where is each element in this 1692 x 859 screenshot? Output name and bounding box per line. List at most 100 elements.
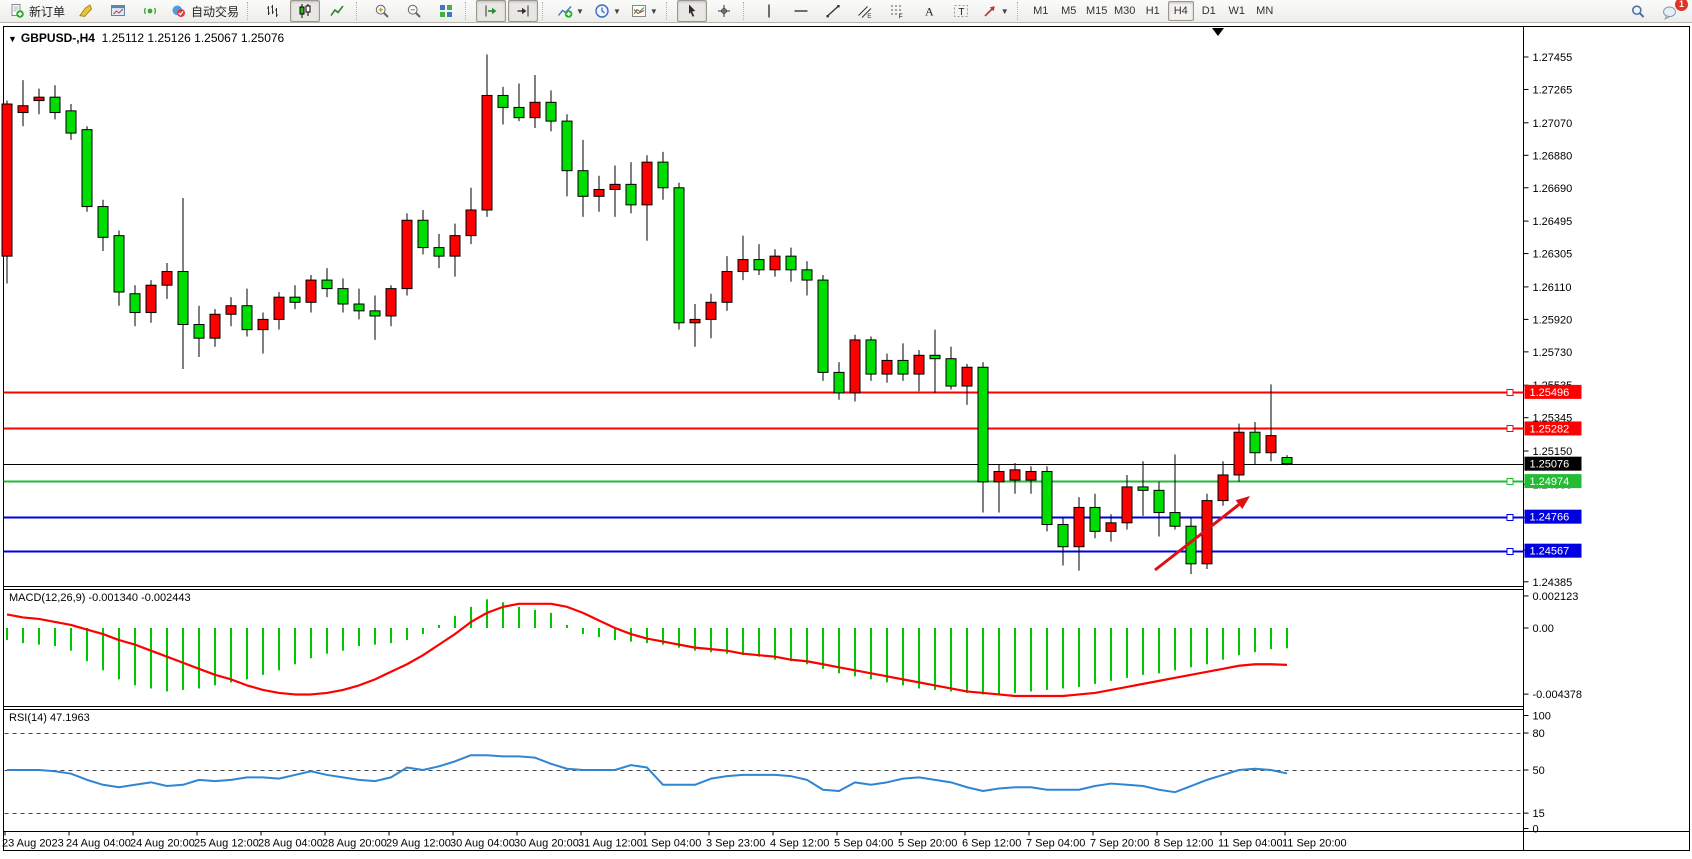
toolbar-separator (465, 2, 472, 20)
macd-indicator-panel[interactable] (6, 599, 1288, 698)
vertical-line-button[interactable] (754, 0, 784, 22)
svg-text:30 Aug 04:00: 30 Aug 04:00 (450, 838, 515, 850)
hline-icon (794, 10, 808, 12)
line-chart-icon (330, 5, 344, 16)
vline-icon (768, 4, 770, 18)
timeframe-button-d1[interactable]: D1 (1201, 5, 1216, 17)
svg-text:1.27070: 1.27070 (1533, 118, 1573, 130)
rsi-indicator-label: RSI(14) 47.1963 (9, 712, 90, 724)
svg-text:1.24385: 1.24385 (1533, 577, 1573, 589)
svg-text:1.25730: 1.25730 (1533, 347, 1573, 359)
dropdown-caret-icon: ▼ (649, 6, 658, 16)
svg-text:100: 100 (1533, 711, 1551, 723)
text-label-button[interactable]: T (946, 0, 976, 22)
signals-button[interactable] (135, 0, 165, 22)
timeframe-button-mn[interactable]: MN (1256, 5, 1274, 17)
timeframe-button-m30[interactable]: M30 (1114, 5, 1136, 17)
zoom-out-button[interactable] (399, 0, 429, 22)
svg-text:8 Sep 12:00: 8 Sep 12:00 (1154, 838, 1213, 850)
svg-text:24 Aug 20:00: 24 Aug 20:00 (130, 838, 195, 850)
search-button[interactable] (1623, 1, 1653, 23)
horizontal-price-lines[interactable] (3, 389, 1524, 555)
new-order-button-label: 新订单 (29, 4, 66, 19)
svg-text:3 Sep 23:00: 3 Sep 23:00 (706, 838, 765, 850)
candlestick-button[interactable] (290, 0, 321, 22)
rsi-indicator-panel[interactable] (4, 733, 1523, 814)
zoom-out-icon (407, 4, 421, 18)
zoom-in-button[interactable] (367, 0, 397, 22)
chart-outer-border (3, 26, 1690, 851)
fibo-icon: F (890, 5, 903, 19)
svg-text:1.24974: 1.24974 (1530, 476, 1570, 488)
chart-ohlc-values: 1.25112 1.25126 1.25067 1.25076 (101, 31, 285, 45)
notifications-button[interactable]: 1 (1655, 0, 1688, 23)
svg-text:25 Aug 12:00: 25 Aug 12:00 (194, 838, 259, 850)
auto-scroll-icon (485, 5, 497, 17)
doc-plus-icon (11, 4, 24, 18)
chart-shift-icon (517, 5, 529, 17)
auto-scroll-button[interactable] (476, 0, 507, 22)
svg-text:28 Aug 20:00: 28 Aug 20:00 (322, 838, 387, 850)
chart-collapse-button[interactable]: ▼ (8, 34, 17, 44)
label-t-icon: T (953, 5, 968, 18)
templates-button[interactable]: ▼ (627, 0, 662, 22)
svg-text:1.25076: 1.25076 (1530, 459, 1570, 471)
crosshair-button[interactable] (709, 0, 739, 22)
cursor-button[interactable] (676, 0, 707, 22)
timeframe-button-m5[interactable]: M5 (1061, 5, 1077, 17)
chart-shift-marker[interactable] (1212, 28, 1224, 36)
autotrading-button[interactable]: 自动交易 (167, 0, 243, 22)
signal-icon (144, 7, 156, 15)
new-order-button[interactable]: 新订单 (5, 0, 69, 22)
market-watch-button[interactable] (103, 0, 133, 22)
annotation-arrow-line[interactable] (1154, 503, 1240, 572)
svg-text:1.27265: 1.27265 (1533, 84, 1573, 96)
svg-text:1.26495: 1.26495 (1533, 216, 1573, 228)
svg-text:11 Sep 20:00: 11 Sep 20:00 (1282, 838, 1347, 850)
dropdown-caret-icon: ▼ (612, 6, 621, 16)
svg-text:11 Sep 04:00: 11 Sep 04:00 (1218, 838, 1283, 850)
svg-text:1.24567: 1.24567 (1530, 546, 1570, 558)
indicator-plus-icon (557, 6, 573, 18)
arrows-icon (984, 6, 995, 17)
timeframe-button-w1[interactable]: W1 (1228, 5, 1245, 17)
svg-text:1.25496: 1.25496 (1530, 387, 1570, 399)
timeframe-button-h1[interactable]: H1 (1145, 5, 1160, 17)
timeframe-button-m15[interactable]: M15 (1086, 5, 1108, 17)
svg-text:23 Aug 2023: 23 Aug 2023 (2, 838, 64, 850)
indicators-button[interactable]: ▼ (553, 0, 588, 22)
fibonacci-button[interactable]: F (882, 0, 912, 22)
search-icon (1632, 4, 1645, 18)
svg-text:15: 15 (1533, 808, 1545, 820)
svg-text:1.26880: 1.26880 (1533, 150, 1573, 162)
chart-shift-button[interactable] (508, 0, 539, 22)
trendline-button[interactable] (818, 0, 848, 22)
text-button[interactable]: A (914, 0, 944, 22)
svg-text:30 Aug 20:00: 30 Aug 20:00 (514, 838, 579, 850)
svg-text:E: E (867, 13, 872, 19)
equidistant-channel-button[interactable]: E (850, 0, 880, 22)
annotation-arrowhead[interactable] (1235, 496, 1250, 509)
text-a-icon: A (925, 5, 934, 19)
tile-windows-button[interactable] (431, 0, 461, 22)
svg-text:5 Sep 20:00: 5 Sep 20:00 (898, 838, 957, 850)
date-axis[interactable]: 23 Aug 2023 24 Aug 04:00 24 Aug 20:00 25 Au… (2, 831, 1347, 850)
svg-text:24 Aug 04:00: 24 Aug 04:00 (66, 838, 131, 850)
expert-editor-button[interactable] (71, 0, 101, 22)
horizontal-line-button[interactable] (786, 0, 816, 22)
trendline-icon (826, 5, 840, 18)
timeframe-button-h4[interactable]: H4 (1167, 1, 1194, 21)
periods-button[interactable]: ▼ (590, 0, 625, 22)
timeframe-button-m1[interactable]: M1 (1033, 5, 1049, 17)
arrows-button[interactable]: ▼ (978, 0, 1013, 22)
svg-text:29 Aug 12:00: 29 Aug 12:00 (386, 838, 451, 850)
bar-chart-icon (267, 5, 279, 17)
bar-chart-button[interactable] (258, 0, 288, 22)
chart-title: ▼ GBPUSD-,H4 1.25112 1.25126 1.25067 1.25… (8, 31, 284, 45)
channel-icon: E (857, 6, 872, 19)
line-chart-button[interactable] (322, 0, 352, 22)
svg-text:A: A (925, 5, 934, 19)
candlestick-series[interactable] (1, 54, 1293, 575)
